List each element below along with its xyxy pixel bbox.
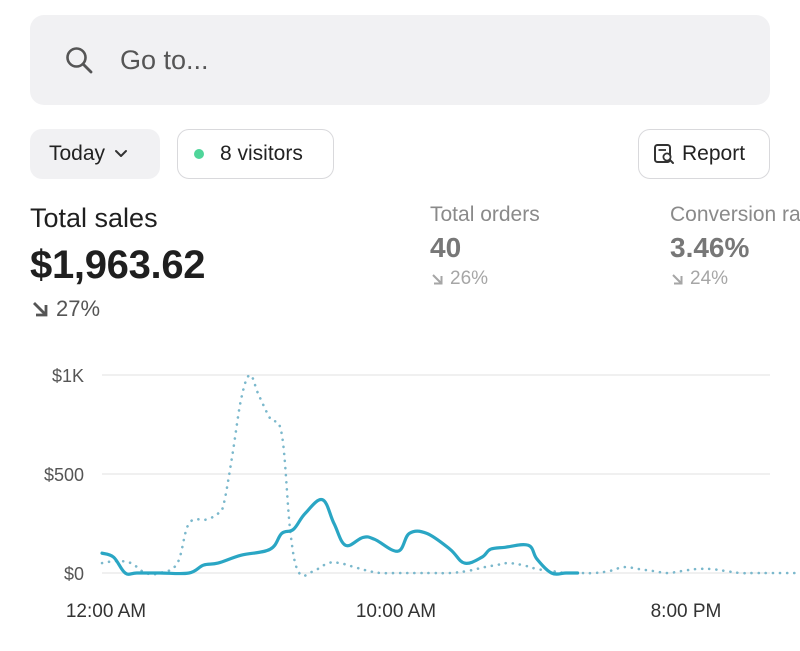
gridlines <box>102 374 770 574</box>
report-icon <box>652 142 676 166</box>
y-tick-label: $0 <box>64 564 84 584</box>
current-period-line <box>100 497 580 576</box>
arrow-down-right-icon <box>430 272 444 286</box>
report-button[interactable]: Report <box>638 129 770 179</box>
x-tick-label: 12:00 AM <box>66 601 146 622</box>
conversion-rate-change-value: 24% <box>690 268 729 289</box>
conversion-rate-metric[interactable]: Conversion rate 3.46% 24% <box>670 203 800 290</box>
search-bar[interactable]: Go to... <box>30 15 770 105</box>
total-sales-label: Total sales <box>30 203 158 233</box>
conversion-rate-change: 24% <box>670 268 800 290</box>
x-tick-label: 10:00 AM <box>356 601 436 622</box>
total-orders-metric[interactable]: Total orders 40 26% <box>430 203 540 290</box>
sales-chart[interactable]: $1K $500 $0 12:00 AM 10:00 AM 8:00 PM <box>0 350 800 640</box>
comparison-period-line <box>100 373 797 578</box>
conversion-rate-label: Conversion rate <box>670 203 800 226</box>
y-tick-label: $500 <box>44 465 84 485</box>
arrow-down-right-icon <box>670 272 684 286</box>
visitors-label: 8 visitors <box>220 142 303 165</box>
total-orders-value: 40 <box>430 232 462 263</box>
total-sales-value: $1,963.62 <box>30 243 206 287</box>
total-orders-change-value: 26% <box>450 268 489 289</box>
total-orders-change: 26% <box>430 268 540 290</box>
y-tick-label: $1K <box>52 366 84 386</box>
x-tick-label: 8:00 PM <box>651 601 722 622</box>
live-visitors-button[interactable]: 8 visitors <box>177 129 334 179</box>
report-label: Report <box>682 142 746 165</box>
total-sales-change: 27% <box>30 296 205 322</box>
live-status-dot <box>194 149 204 159</box>
search-icon <box>64 45 94 75</box>
search-input[interactable]: Go to... <box>120 44 209 75</box>
date-range-label: Today <box>49 142 106 165</box>
total-orders-label: Total orders <box>430 203 540 226</box>
arrow-down-right-icon <box>30 299 50 319</box>
total-sales-metric[interactable]: Total sales $1,963.62 27% <box>30 203 206 322</box>
total-sales-change-value: 27% <box>56 296 101 321</box>
conversion-rate-value: 3.46% <box>670 232 750 263</box>
date-range-dropdown[interactable]: Today <box>30 129 160 179</box>
chevron-down-icon <box>114 149 128 159</box>
